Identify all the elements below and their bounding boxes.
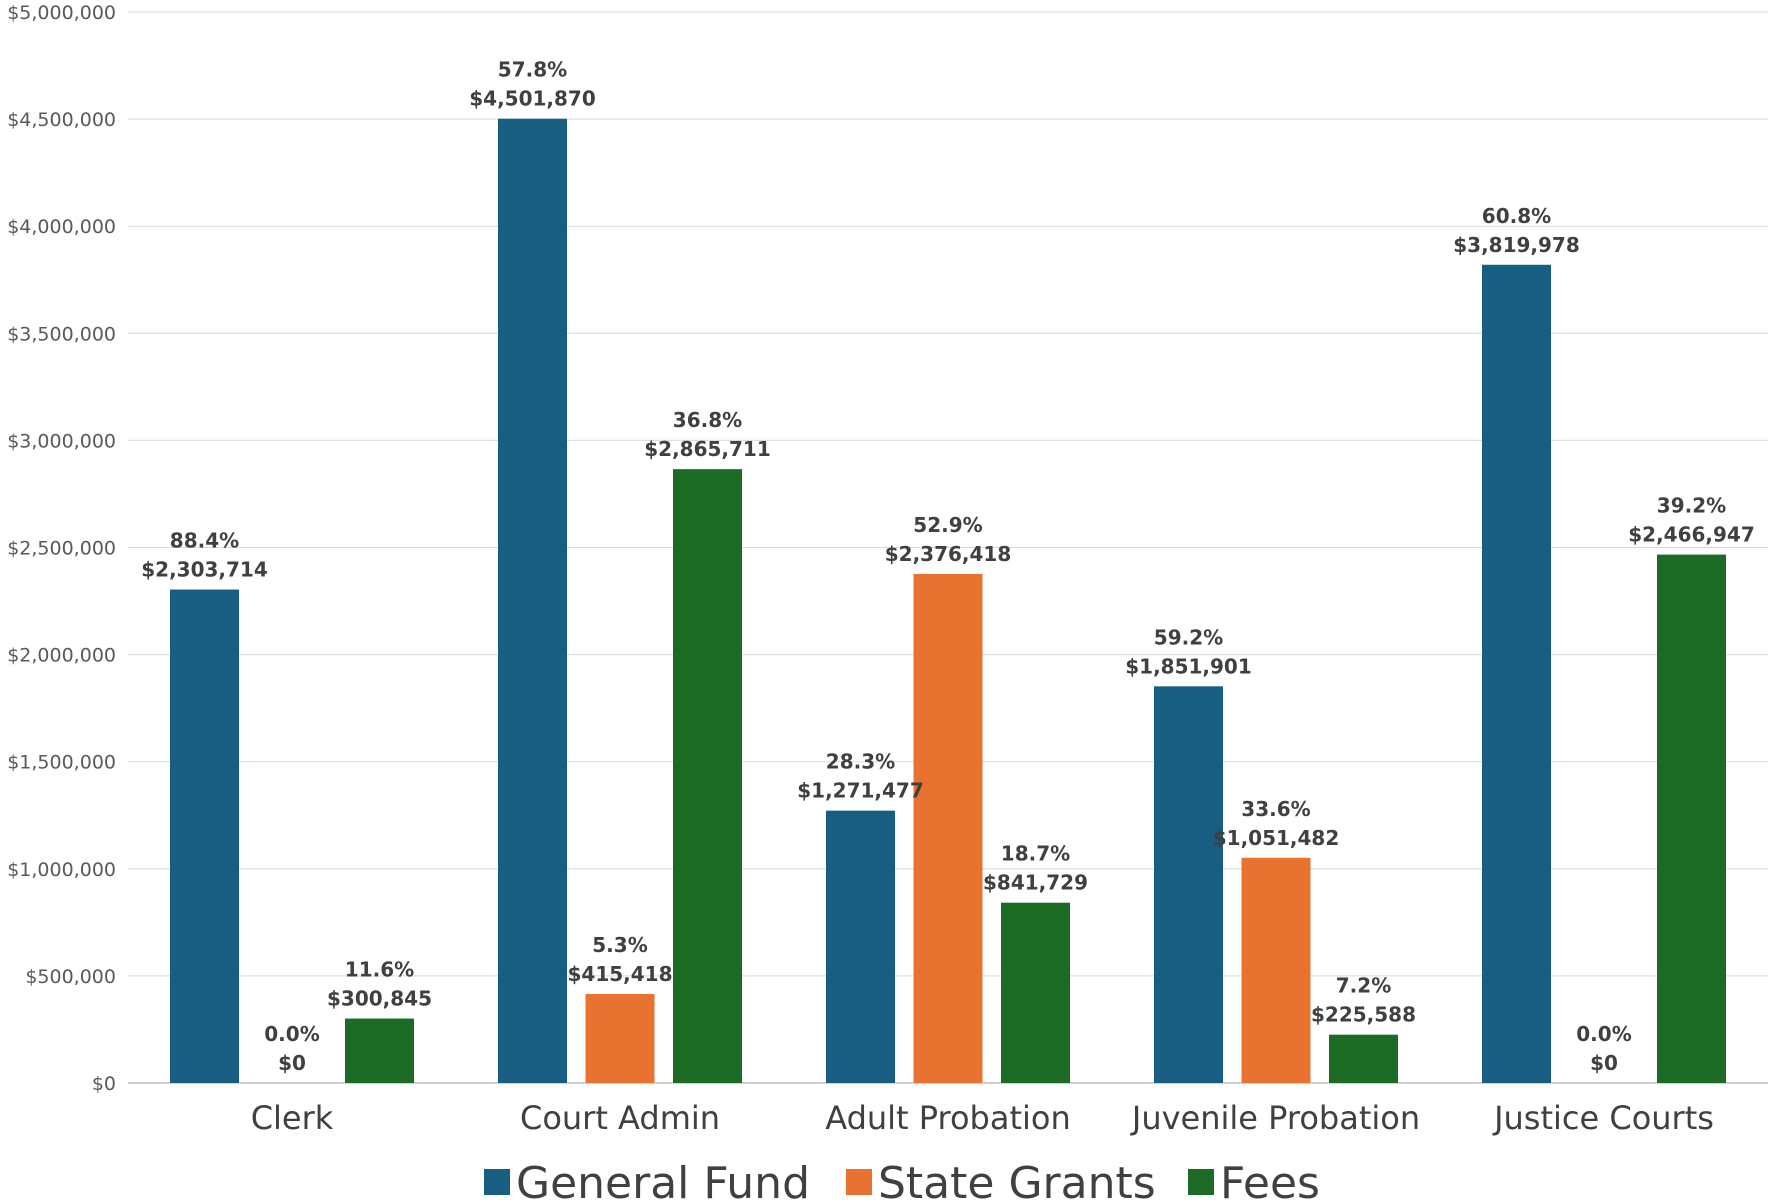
data-label-value: $0 bbox=[278, 1051, 306, 1075]
y-tick-label: $3,000,000 bbox=[7, 430, 116, 452]
data-label-percent: 60.8% bbox=[1482, 204, 1551, 228]
bar-fees bbox=[345, 1018, 414, 1083]
x-category-label: Clerk bbox=[251, 1099, 334, 1137]
legend-item-state-grants: State Grants bbox=[846, 1158, 1156, 1203]
x-axis-category-labels: Clerk Court Admin Adult Probation Juvenile … bbox=[251, 1099, 1714, 1137]
data-label-value: $0 bbox=[1590, 1051, 1618, 1075]
data-label-value: $1,051,482 bbox=[1213, 826, 1340, 850]
bars bbox=[170, 118, 1726, 1084]
y-tick-label: $2,000,000 bbox=[7, 645, 116, 667]
x-category-label: Juvenile Probation bbox=[1130, 1099, 1420, 1137]
data-label-percent: 0.0% bbox=[1576, 1022, 1631, 1046]
bar-fees bbox=[673, 469, 742, 1084]
y-tick-label: $4,500,000 bbox=[7, 109, 116, 131]
data-label-percent: 39.2% bbox=[1657, 494, 1726, 518]
data-label-value: $1,851,901 bbox=[1125, 654, 1252, 678]
bar-general-fund bbox=[1482, 264, 1551, 1083]
data-label-value: $1,271,477 bbox=[797, 779, 924, 803]
legend-item-general-fund: General Fund bbox=[484, 1158, 810, 1203]
legend: General Fund State Grants Fees bbox=[484, 1158, 1320, 1203]
bar-state-grants bbox=[1241, 857, 1311, 1083]
legend-label: Fees bbox=[1220, 1158, 1320, 1203]
legend-label: General Fund bbox=[516, 1158, 810, 1203]
data-labels: 88.4% $2,303,714 0.0% $0 11.6% $300,845 57.8% $… bbox=[141, 58, 1755, 1075]
y-tick-label: $3,500,000 bbox=[7, 323, 116, 345]
y-tick-label: $1,500,000 bbox=[7, 752, 116, 774]
data-label-value: $225,588 bbox=[1311, 1003, 1416, 1027]
data-label-value: $3,819,978 bbox=[1453, 233, 1580, 257]
bar-fees bbox=[1001, 902, 1070, 1083]
data-label-value: $2,865,711 bbox=[644, 437, 771, 461]
legend-swatch bbox=[484, 1169, 510, 1195]
data-label-percent: 28.3% bbox=[826, 750, 895, 774]
y-tick-label: $2,500,000 bbox=[7, 538, 116, 560]
data-label-percent: 0.0% bbox=[264, 1022, 319, 1046]
y-tick-label: $1,000,000 bbox=[7, 859, 116, 881]
bar-state-grants bbox=[585, 994, 655, 1083]
data-label-percent: 88.4% bbox=[170, 529, 239, 553]
y-axis-tick-labels: $0 $500,000 $1,000,000 $1,500,000 $2,000,000… bbox=[7, 2, 116, 1095]
data-label-value: $415,418 bbox=[567, 962, 672, 986]
data-label-percent: 5.3% bbox=[592, 933, 647, 957]
bar-general-fund bbox=[498, 118, 567, 1083]
data-label-percent: 36.8% bbox=[673, 408, 742, 432]
data-label-value: $2,376,418 bbox=[885, 542, 1012, 566]
data-label-value: $2,466,947 bbox=[1628, 523, 1755, 547]
x-category-label: Justice Courts bbox=[1492, 1099, 1714, 1137]
bar-fees bbox=[1329, 1034, 1398, 1083]
data-label-percent: 18.7% bbox=[1001, 842, 1070, 866]
data-label-value: $2,303,714 bbox=[141, 558, 268, 582]
legend-label: State Grants bbox=[878, 1158, 1156, 1203]
y-tick-label: $4,000,000 bbox=[7, 216, 116, 238]
data-label-percent: 7.2% bbox=[1336, 974, 1391, 998]
bar-general-fund bbox=[1154, 686, 1223, 1083]
legend-swatch bbox=[1188, 1169, 1214, 1195]
data-label-value: $841,729 bbox=[983, 871, 1088, 895]
y-tick-label: $0 bbox=[92, 1073, 116, 1095]
y-tick-label: $500,000 bbox=[25, 966, 116, 988]
legend-item-fees: Fees bbox=[1188, 1158, 1320, 1203]
legend-swatch bbox=[846, 1169, 872, 1195]
data-label-value: $300,845 bbox=[327, 987, 432, 1011]
x-category-label: Adult Probation bbox=[825, 1099, 1071, 1137]
x-category-label: Court Admin bbox=[520, 1099, 720, 1137]
data-label-percent: 11.6% bbox=[345, 958, 414, 982]
y-tick-label: $5,000,000 bbox=[7, 2, 116, 24]
data-label-percent: 33.6% bbox=[1241, 797, 1310, 821]
bar-general-fund bbox=[170, 589, 239, 1083]
data-label-percent: 52.9% bbox=[913, 513, 982, 537]
data-label-percent: 59.2% bbox=[1154, 625, 1223, 649]
bar-general-fund bbox=[826, 810, 895, 1083]
bar-fees bbox=[1657, 554, 1726, 1083]
data-label-value: $4,501,870 bbox=[469, 87, 596, 111]
data-label-percent: 57.8% bbox=[498, 58, 567, 82]
bar-state-grants bbox=[913, 573, 983, 1083]
